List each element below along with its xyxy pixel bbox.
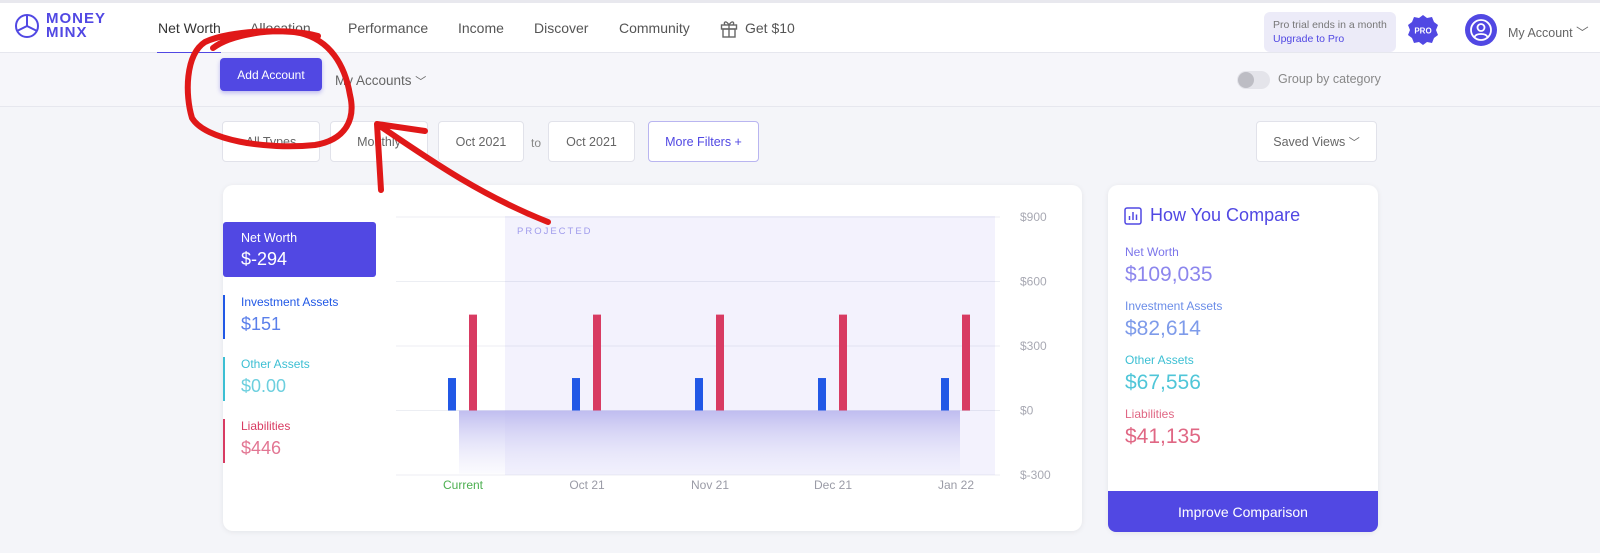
other-assets-label: Other Assets [241,357,310,371]
net-worth-value: $-294 [241,249,288,269]
chevron-down-icon: ﹀ [1348,136,1360,149]
logo[interactable]: MONEY MINX [14,10,107,41]
nav-discover[interactable]: Discover [534,20,589,36]
y-tick-label: $900 [1020,210,1047,224]
investment-bar[interactable] [695,378,703,411]
net-worth-area [459,410,960,474]
chevron-down-icon: ﹀ [1576,26,1589,40]
trial-text: Pro trial ends in a month [1273,19,1387,31]
compare-liabilities-value: $41,135 [1125,425,1201,448]
compare-investment-value: $82,614 [1125,317,1201,340]
saved-views-label: Saved Views [1273,134,1346,149]
compare-net-worth-value: $109,035 [1125,263,1213,286]
y-tick-label: $600 [1020,275,1047,289]
other-assets-value: $0.00 [241,376,287,396]
investment-assets-label: Investment Assets [241,295,339,309]
pro-badge-label: PRO [1414,27,1431,36]
compare-other-assets: Other Assets $67,556 [1125,353,1201,395]
compare-liabilities-label: Liabilities [1125,407,1175,421]
investment-bar[interactable] [941,378,949,411]
liabilities-summary[interactable]: Liabilities $446 [223,419,373,463]
compare-liabilities: Liabilities $41,135 [1125,407,1201,449]
x-tick-label: Current [443,478,484,492]
logo-line-2: MINX [46,24,88,41]
nav-get-10[interactable]: Get $10 [745,20,795,36]
liabilities-bar[interactable] [962,314,970,411]
date-to-filter[interactable]: Oct 2021 [548,121,635,162]
liabilities-label: Liabilities [241,419,291,433]
compare-investment-label: Investment Assets [1125,299,1223,313]
chevron-down-icon: ﹀ [415,76,427,88]
liabilities-bar[interactable] [716,314,724,411]
x-tick-label: Nov 21 [691,478,729,492]
y-tick-label: $-300 [1020,468,1051,482]
investment-bar[interactable] [448,378,456,411]
more-filters-button[interactable]: More Filters + [648,121,759,162]
account-menu[interactable]: My Account ﹀ [1508,22,1589,41]
nav-performance[interactable]: Performance [348,20,429,36]
other-assets-summary[interactable]: Other Assets $0.00 [223,357,373,401]
group-by-category-label: Group by category [1278,72,1381,86]
compare-net-worth-label: Net Worth [1125,245,1179,259]
investment-bar[interactable] [572,378,580,411]
account-menu-label: My Account [1508,26,1573,40]
improve-comparison-button[interactable]: Improve Comparison [1108,491,1378,532]
how-you-compare-title: How You Compare [1150,205,1301,225]
investment-bar[interactable] [818,378,826,411]
compare-net-worth: Net Worth $109,035 [1125,245,1213,287]
upgrade-link[interactable]: Upgrade to Pro [1273,33,1345,45]
liabilities-bar[interactable] [469,314,477,411]
compare-investment-assets: Investment Assets $82,614 [1125,299,1222,341]
money-minx-logo-icon [15,14,39,38]
y-tick-label: $0 [1020,404,1034,418]
nav-income[interactable]: Income [458,20,504,36]
projected-label: PROJECTED [517,226,593,237]
net-worth-summary-tile[interactable]: Net Worth $-294 [223,222,376,277]
x-tick-label: Jan 22 [938,478,974,492]
y-tick-label: $300 [1020,339,1047,353]
nav-community[interactable]: Community [619,20,690,36]
how-you-compare-card [1108,185,1378,532]
toggle-knob [1238,72,1254,88]
saved-views-dropdown[interactable]: Saved Views ﹀ [1256,121,1377,162]
logo-text: MONEY MINX [46,10,107,41]
avatar-icon[interactable] [1465,14,1497,46]
liabilities-value: $446 [241,438,282,458]
gift-icon[interactable] [720,18,738,38]
pro-badge-icon[interactable]: PRO [1407,14,1439,46]
compare-other-label: Other Assets [1125,353,1194,367]
investment-assets-value: $151 [241,314,282,334]
trial-banner[interactable]: Pro trial ends in a month Upgrade to Pro [1264,12,1396,52]
chart-icon [1124,207,1142,225]
compare-other-value: $67,556 [1125,371,1201,394]
group-by-category-toggle[interactable] [1237,71,1270,89]
logo-line-1: MONEY [46,10,107,27]
x-tick-label: Oct 21 [569,478,605,492]
x-tick-label: Dec 21 [814,478,852,492]
liabilities-bar[interactable] [839,314,847,411]
liabilities-bar[interactable] [593,314,601,411]
net-worth-label: Net Worth [241,231,298,245]
investment-assets-summary[interactable]: Investment Assets $151 [223,295,373,339]
